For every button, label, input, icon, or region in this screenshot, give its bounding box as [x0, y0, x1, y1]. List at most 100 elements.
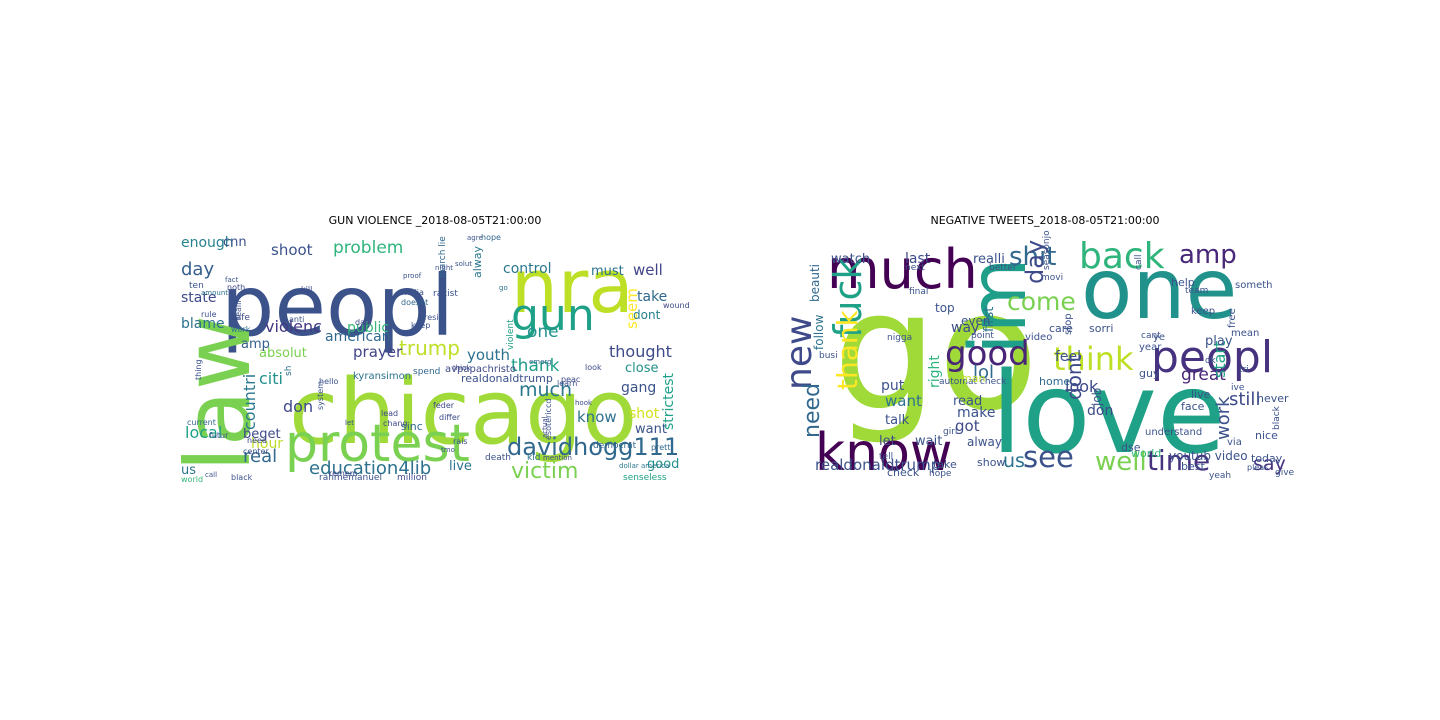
cloud-word-education4lib: education4lib: [309, 458, 431, 479]
cloud-word-don: don: [1087, 403, 1113, 419]
cloud-word-seasonjoin: seasonjoin: [1042, 230, 1052, 270]
cloud-word-home: home: [1039, 375, 1070, 388]
cloud-word-daili: daili: [355, 318, 372, 327]
cloud-word-learn: learn: [557, 379, 577, 388]
cloud-word-trump: trump: [399, 336, 460, 360]
cloud-word-peopl: peopl: [1151, 332, 1273, 383]
cloud-word-senseless: senseless: [623, 473, 667, 483]
cloud-word-still: still: [1229, 389, 1260, 410]
cloud-word-help: help: [1171, 276, 1195, 289]
cloud-word-world: world: [1131, 447, 1161, 460]
cloud-word-feel: feel: [1055, 349, 1081, 365]
cloud-word-understand: understand: [1145, 427, 1202, 438]
cloud-word-chang: chang: [383, 419, 408, 428]
cloud-word-ok: ok: [1205, 356, 1217, 366]
cloud-word-well: well: [1095, 447, 1147, 477]
cloud-word-feder: feder: [433, 401, 455, 410]
cloud-word-realli: realli: [234, 300, 243, 320]
cloud-word-day: day: [1021, 240, 1049, 284]
cloud-word-night: night: [435, 264, 453, 272]
cloud-word-proof: proof: [403, 272, 422, 280]
cloud-word-back: back: [1079, 236, 1165, 277]
cloud-word-never: never: [1257, 392, 1289, 405]
cloud-word-one: one: [527, 322, 559, 342]
cloud-word-pretti: pretti: [651, 443, 673, 452]
cloud-word-sh: sh: [284, 366, 294, 376]
cloud-word-check: check: [887, 466, 920, 479]
cloud-word-amp: amp: [1179, 240, 1237, 270]
cloud-word-know: know: [815, 423, 952, 483]
cloud-word-anti: anti: [289, 315, 304, 324]
cloud-word-watch: watch: [831, 252, 870, 267]
cloud-word-state: state: [181, 290, 216, 306]
cloud-word-show: show: [977, 456, 1005, 469]
cloud-word-don: don: [283, 397, 313, 416]
cloud-word-chicago: chicago: [289, 360, 637, 465]
cloud-word-let: let: [879, 434, 896, 449]
cloud-word-lead: lead: [381, 409, 398, 418]
cloud-word-wait: wait: [915, 434, 942, 449]
cloud-word-better: better: [989, 263, 1017, 273]
cloud-word-agre: agre: [467, 234, 483, 242]
cloud-word-think: think: [453, 364, 472, 372]
cloud-word-law: law: [181, 315, 271, 472]
panel-title-gun-violence: GUN VIOLENCE _2018-08-05T21:00:00: [328, 214, 542, 227]
cloud-word-sorri: sorri: [1089, 322, 1113, 335]
cloud-word-us: us: [181, 463, 196, 478]
cloud-word-rahmemanuel: rahmemanuel: [319, 473, 382, 483]
cloud-word-read: read: [953, 394, 982, 409]
cloud-word-seem: seem: [623, 288, 641, 329]
cloud-word-esotericcd: esotericcd: [544, 399, 553, 440]
cloud-word-take: take: [933, 458, 957, 471]
cloud-word-im: im: [954, 257, 1044, 355]
cloud-word-hour: hour: [251, 436, 283, 452]
cloud-word-futur: futur: [209, 431, 229, 440]
cloud-word-free: free: [1227, 308, 1238, 328]
cloud-word-go: go: [499, 284, 508, 292]
cloud-word-wound: wound: [663, 301, 689, 310]
cloud-word-realdonaldtrump: realdonaldtrump: [815, 456, 940, 474]
cloud-word-lol: lol: [973, 362, 994, 383]
cloud-word-prayer: prayer: [353, 343, 403, 361]
cloud-word-shoot: shoot: [271, 241, 313, 259]
cloud-word-want: want: [885, 392, 922, 410]
cloud-word-day: day: [181, 259, 214, 280]
cloud-word-yeah: yeah: [1209, 471, 1231, 481]
cloud-word-guy: guy: [1139, 367, 1160, 380]
cloud-word-great: great: [1181, 365, 1226, 385]
cloud-word-enough: enough: [181, 235, 234, 251]
cloud-word-someth: someth: [1235, 280, 1272, 291]
cloud-word-dont: dont: [1062, 354, 1086, 400]
cloud-word-youth: youth: [467, 346, 510, 364]
cloud-word-shit: shit: [1009, 242, 1056, 272]
cloud-word-ten: ten: [189, 281, 204, 291]
cloud-word-know: know: [577, 408, 617, 426]
cloud-word-see: see: [1023, 440, 1074, 474]
cloud-word-tmo: tmo: [441, 446, 455, 454]
cloud-word-noth: noth: [227, 283, 245, 292]
cloud-word-look: look: [1065, 377, 1099, 396]
cloud-word-rais: rais: [453, 437, 468, 446]
word-cloud-gun-violence: peopl chicago law nra protest gun davidhogg111…: [181, 230, 689, 484]
cloud-word-current: current: [187, 418, 216, 427]
cloud-word-final: final: [909, 287, 928, 297]
cloud-word-death: death: [485, 453, 511, 463]
cloud-word-system: system: [316, 381, 325, 410]
cloud-word-problem: problem: [333, 238, 403, 258]
cloud-word-victim: victim: [511, 459, 578, 484]
cloud-word-care: care: [1049, 322, 1073, 335]
cloud-word-love: love: [991, 349, 1226, 479]
cloud-word-hello: hello: [319, 377, 338, 386]
cloud-word-actual: actual: [541, 416, 549, 438]
cloud-word-realdonaldtrump: realdonaldtrump: [461, 372, 553, 385]
cloud-word-march-lie: march lie: [438, 236, 448, 278]
cloud-word-face: face: [1181, 400, 1205, 413]
cloud-word-call: call: [205, 471, 217, 479]
cloud-word-peopl: peopl: [221, 257, 454, 355]
cloud-word-much: much: [519, 379, 572, 401]
cloud-word-year: year: [1139, 342, 1162, 353]
cloud-word-black: black: [231, 473, 253, 482]
cloud-word-shot: shot: [629, 406, 660, 422]
cloud-word-citi: citi: [259, 369, 283, 388]
